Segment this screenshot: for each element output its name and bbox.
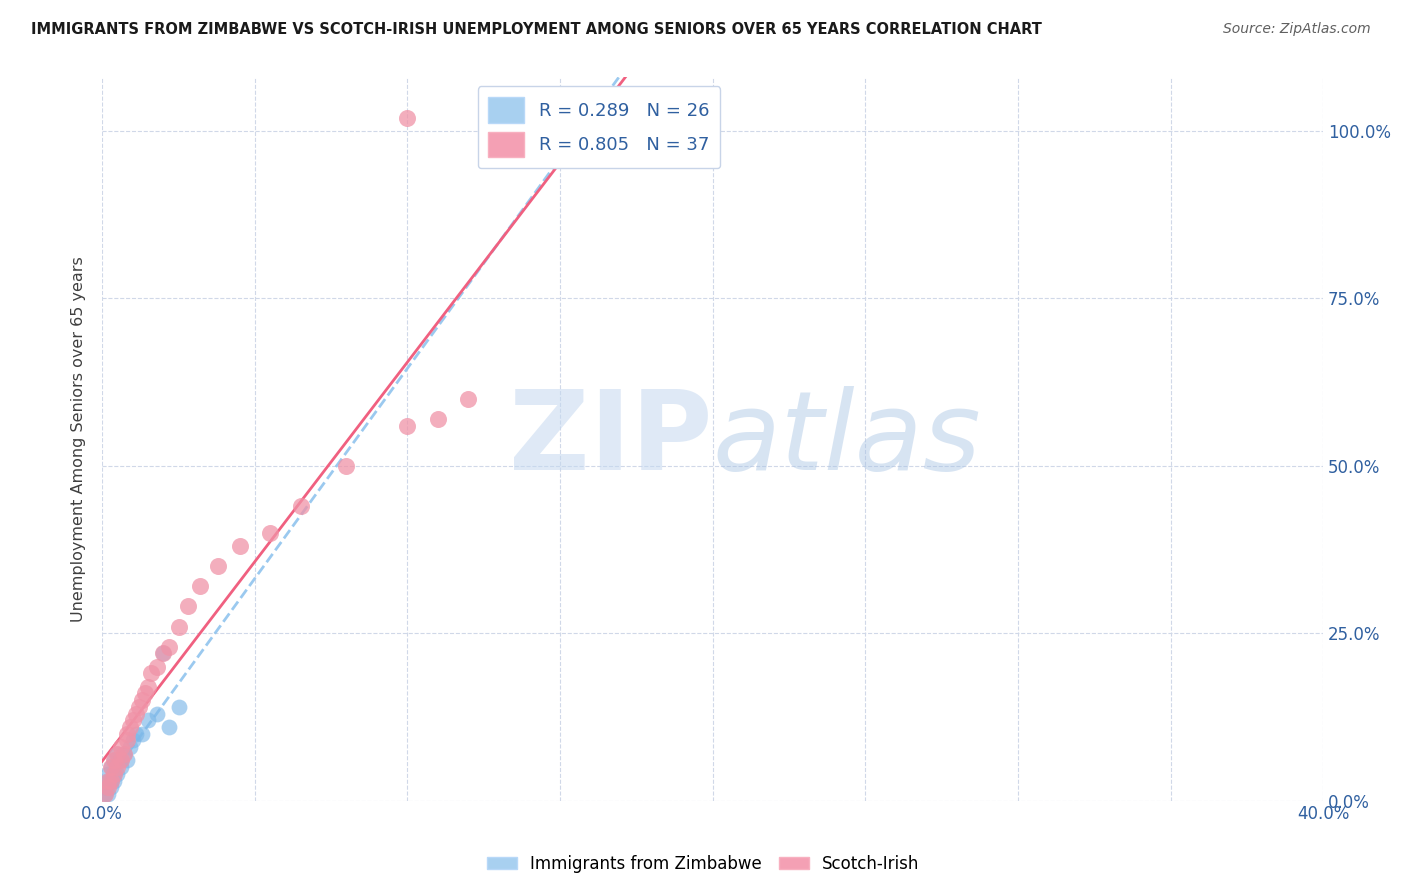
Y-axis label: Unemployment Among Seniors over 65 years: Unemployment Among Seniors over 65 years: [72, 256, 86, 622]
Point: [131, 693, 153, 707]
Point: [457, 392, 479, 406]
Legend: Immigrants from Zimbabwe, Scotch-Irish: Immigrants from Zimbabwe, Scotch-Irish: [479, 848, 927, 880]
Point: [103, 767, 125, 781]
Point: [157, 720, 180, 734]
Point: [110, 740, 132, 755]
Point: [259, 525, 281, 540]
Point: [100, 773, 122, 788]
Point: [103, 754, 125, 768]
Point: [112, 747, 135, 761]
Point: [103, 773, 125, 788]
Point: [188, 579, 211, 593]
Point: [125, 726, 148, 740]
Point: [136, 713, 159, 727]
Point: [396, 111, 419, 125]
Point: [176, 599, 198, 614]
Point: [107, 760, 129, 774]
Point: [107, 747, 129, 761]
Point: [131, 726, 153, 740]
Point: [146, 706, 169, 721]
Point: [94, 787, 117, 801]
Point: [110, 760, 132, 774]
Point: [94, 780, 117, 795]
Point: [207, 559, 229, 574]
Text: Source: ZipAtlas.com: Source: ZipAtlas.com: [1223, 22, 1371, 37]
Point: [97, 780, 120, 795]
Text: IMMIGRANTS FROM ZIMBABWE VS SCOTCH-IRISH UNEMPLOYMENT AMONG SENIORS OVER 65 YEAR: IMMIGRANTS FROM ZIMBABWE VS SCOTCH-IRISH…: [31, 22, 1042, 37]
Point: [228, 539, 250, 553]
Text: ZIP: ZIP: [509, 385, 713, 492]
Point: [290, 499, 312, 513]
Point: [157, 640, 180, 654]
Point: [103, 754, 125, 768]
Point: [110, 754, 132, 768]
Point: [128, 699, 150, 714]
Point: [94, 787, 117, 801]
Point: [134, 686, 156, 700]
Legend: R = 0.289   N = 26, R = 0.805   N = 37: R = 0.289 N = 26, R = 0.805 N = 37: [478, 87, 720, 169]
Point: [107, 767, 129, 781]
Point: [100, 780, 122, 795]
Point: [115, 733, 138, 747]
Point: [121, 733, 143, 747]
Text: atlas: atlas: [713, 385, 981, 492]
Point: [167, 619, 190, 633]
Point: [107, 747, 129, 761]
Point: [115, 726, 138, 740]
Point: [125, 706, 148, 721]
Point: [97, 767, 120, 781]
Point: [97, 773, 120, 788]
Point: [115, 754, 138, 768]
Point: [112, 747, 135, 761]
Point: [100, 773, 122, 788]
Point: [110, 754, 132, 768]
Point: [97, 787, 120, 801]
Point: [139, 666, 162, 681]
Point: [100, 760, 122, 774]
Point: [167, 699, 190, 714]
Point: [118, 740, 141, 755]
Point: [426, 412, 449, 426]
Point: [100, 760, 122, 774]
Point: [136, 680, 159, 694]
Point: [146, 659, 169, 673]
Point: [118, 720, 141, 734]
Point: [396, 418, 419, 433]
Point: [97, 773, 120, 788]
Point: [335, 458, 357, 473]
Point: [152, 646, 174, 660]
Point: [103, 767, 125, 781]
Point: [121, 713, 143, 727]
Point: [152, 646, 174, 660]
